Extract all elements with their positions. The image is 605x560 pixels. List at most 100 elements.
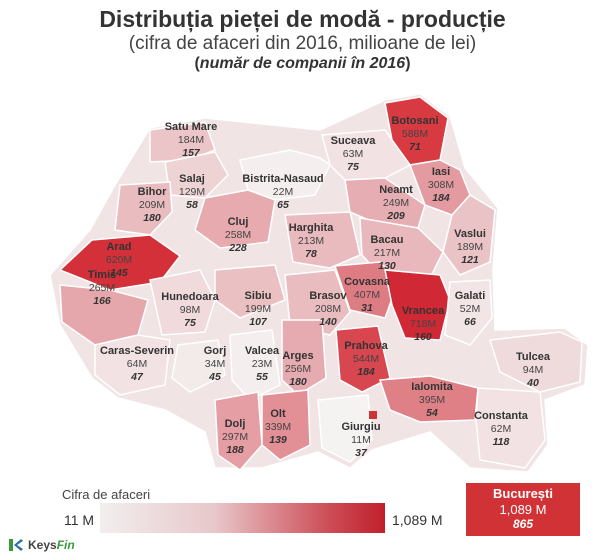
county-companies-valcea: 55 <box>256 371 268 383</box>
county-value-dolj: 297M <box>222 431 248 443</box>
county-companies-giurgiu: 37 <box>355 447 368 459</box>
county-value-salaj: 129M <box>179 186 205 198</box>
county-companies-bistrita-nasaud: 65 <box>277 199 289 211</box>
county-value-neamt: 249M <box>383 197 409 209</box>
county-region-galati <box>444 279 493 346</box>
county-regions <box>49 93 589 473</box>
county-companies-bacau: 130 <box>378 260 396 272</box>
county-companies-suceava: 75 <box>347 161 359 173</box>
county-name-galati: Galati <box>455 290 486 302</box>
county-value-ialomita: 395M <box>419 394 445 406</box>
county-value-arad: 620M <box>106 254 132 266</box>
county-value-olt: 339M <box>265 421 291 433</box>
county-companies-timis: 166 <box>93 295 111 307</box>
county-companies-ialomita: 54 <box>426 407 438 419</box>
county-name-bistrita-nasaud: Bistrita-Nasaud <box>242 173 323 185</box>
county-companies-olt: 139 <box>269 434 287 446</box>
county-value-bihor: 209M <box>139 199 165 211</box>
county-value-covasna: 407M <box>354 289 380 301</box>
county-companies-sibiu: 107 <box>249 316 268 328</box>
county-companies-bihor: 180 <box>143 212 161 224</box>
county-value-valcea: 23M <box>252 358 272 370</box>
county-name-arad: Arad <box>106 241 131 253</box>
county-value-botosani: 588M <box>402 128 428 140</box>
county-name-bacau: Bacau <box>370 234 403 246</box>
county-value-vaslui: 189M <box>457 241 483 253</box>
chart-subtitle-companies: (număr de companii în 2016) <box>194 55 411 72</box>
county-region-harghita <box>284 211 361 269</box>
county-companies-gorj: 45 <box>208 371 221 383</box>
county-name-sibiu: Sibiu <box>245 290 272 302</box>
county-name-salaj: Salaj <box>179 173 205 185</box>
county-name-vaslui: Vaslui <box>454 228 486 240</box>
bucuresti-companies: 865 <box>512 517 534 531</box>
bucuresti-value: 1,089 M <box>499 502 547 517</box>
county-name-dolj: Dolj <box>225 418 246 430</box>
county-region-suceava <box>321 129 412 181</box>
county-region-hunedoara <box>149 269 216 336</box>
county-region-caras-severin <box>94 334 171 396</box>
county-region-gorj <box>171 339 226 393</box>
county-name-gorj: Gorj <box>204 345 227 357</box>
county-companies-constanta: 118 <box>493 436 510 448</box>
county-name-hunedoara: Hunedoara <box>161 291 219 303</box>
county-name-olt: Olt <box>270 408 286 420</box>
county-region-constanta <box>475 387 546 469</box>
county-region-dolj <box>214 391 263 471</box>
county-companies-covasna: 31 <box>361 302 373 314</box>
county-name-timis: Timis <box>88 269 117 281</box>
county-name-botosani: Botosani <box>391 115 438 127</box>
county-companies-iasi: 184 <box>432 192 450 204</box>
county-value-arges: 256M <box>285 363 311 375</box>
county-value-timis: 265M <box>89 282 115 294</box>
county-name-bihor: Bihor <box>138 186 167 198</box>
county-companies-harghita: 78 <box>305 248 317 260</box>
county-region-sibiu <box>214 264 286 319</box>
county-companies-cluj: 228 <box>228 242 247 254</box>
county-value-bistrita-nasaud: 22M <box>273 186 293 198</box>
bucuresti-marker <box>369 411 377 419</box>
county-name-neamt: Neamt <box>379 184 413 196</box>
county-region-brasov <box>284 269 351 336</box>
county-value-vrancea: 718M <box>410 318 436 330</box>
county-value-iasi: 308M <box>428 179 454 191</box>
county-value-gorj: 34M <box>205 358 225 370</box>
chart-title: Distribuția pieței de modă - producție <box>99 6 506 32</box>
county-value-satu-mare: 184M <box>178 134 204 146</box>
chart-subtitle: (cifra de afaceri din 2016, milioane de … <box>128 33 477 54</box>
county-value-caras-severin: 64M <box>127 358 147 370</box>
county-value-hunedoara: 98M <box>180 304 200 316</box>
county-name-suceava: Suceava <box>331 135 377 147</box>
county-companies-vrancea: 160 <box>414 331 432 343</box>
county-name-caras-severin: Caras-Severin <box>100 345 174 357</box>
county-region-ialomita <box>378 375 479 423</box>
county-region-giurgiu <box>317 394 373 463</box>
legend-gradient-bar <box>100 503 385 533</box>
county-region-vrancea <box>384 269 451 341</box>
county-companies-arad: 145 <box>110 267 128 279</box>
keysfin-logo-icon <box>9 539 23 551</box>
county-region-cluj <box>194 189 276 249</box>
county-companies-satu-mare: 157 <box>182 147 201 159</box>
county-region-olt <box>261 389 311 461</box>
keysfin-logo-text: KeysFin <box>28 538 75 552</box>
county-name-harghita: Harghita <box>289 222 335 234</box>
county-name-arges: Arges <box>282 350 313 362</box>
county-value-giurgiu: 11M <box>351 434 371 446</box>
county-region-bihor <box>114 181 173 236</box>
county-value-prahova: 544M <box>353 353 379 365</box>
bucuresti-box: București 1,089 M 865 <box>466 483 580 536</box>
county-companies-tulcea: 40 <box>526 377 539 389</box>
county-companies-arges: 180 <box>289 376 307 388</box>
bucuresti-name: București <box>493 486 553 501</box>
county-companies-dolj: 188 <box>226 444 244 456</box>
county-region-arges <box>281 319 327 396</box>
subtitle-companies-text: număr de companii în 2016 <box>199 55 406 72</box>
county-companies-neamt: 209 <box>386 210 405 222</box>
county-name-valcea: Valcea <box>245 345 280 357</box>
county-region-prahova <box>335 325 391 393</box>
county-name-vrancea: Vrancea <box>402 305 445 317</box>
county-name-prahova: Prahova <box>344 340 388 352</box>
